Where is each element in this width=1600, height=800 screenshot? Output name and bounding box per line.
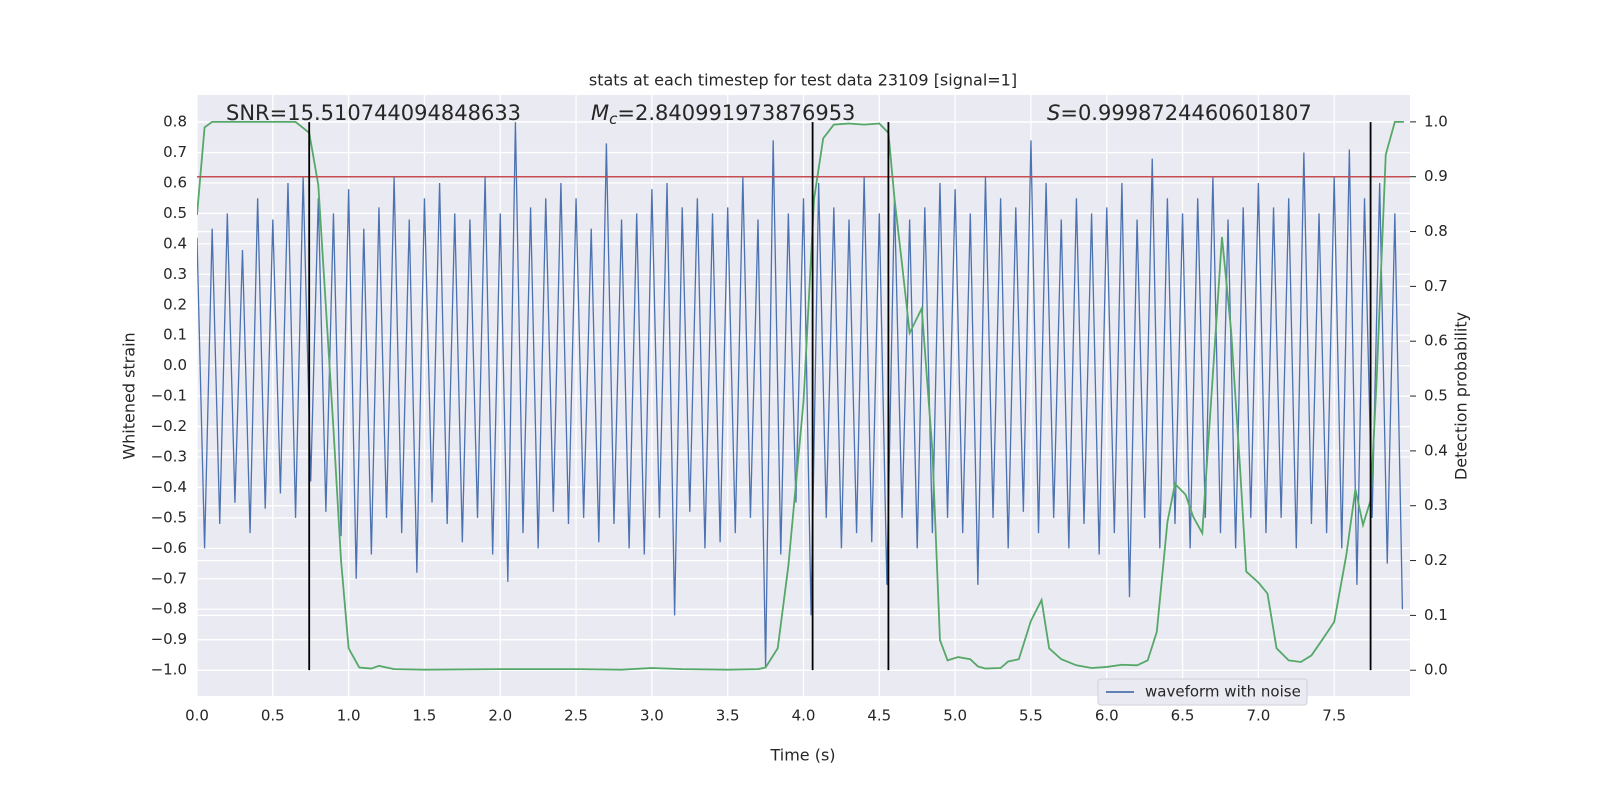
y-tick-label: −0.7: [151, 569, 187, 587]
y-tick-label: −0.2: [151, 417, 187, 435]
y-tick-label: 0.2: [163, 295, 187, 313]
y-tick-label: 0.0: [163, 356, 187, 374]
y2-tick-label: 0.5: [1424, 387, 1448, 405]
y-tick-label: 0.3: [163, 265, 187, 283]
y-tick-label: −0.4: [151, 478, 187, 496]
y2-tick-label: 0.1: [1424, 606, 1448, 624]
x-tick-label: 6.0: [1095, 707, 1119, 725]
x-tick-label: 7.0: [1246, 707, 1270, 725]
y2-tick-label: 0.4: [1424, 441, 1448, 459]
y2-tick-label: 0.8: [1424, 222, 1448, 240]
y-tick-label: 0.8: [163, 113, 187, 131]
annotation-symbol: S: [1047, 101, 1060, 125]
y2-tick-label: 0.0: [1424, 661, 1448, 679]
x-tick-label: 4.0: [792, 707, 816, 725]
y-tick-label: −0.3: [151, 448, 187, 466]
chart-title: stats at each timestep for test data 231…: [589, 71, 1017, 90]
y2-tick-label: 1.0: [1424, 112, 1448, 130]
y2-tick-label: 0.9: [1424, 167, 1448, 185]
annotation: SNR=15.510744094848633: [226, 101, 521, 125]
y2-tick-label: 0.7: [1424, 277, 1448, 295]
y-tick-label: 0.1: [163, 326, 187, 344]
y2-tick-label: 0.3: [1424, 496, 1448, 514]
annotation-text: =0.9998724460601807: [1060, 101, 1311, 125]
y-tick-label: −0.5: [151, 508, 187, 526]
x-tick-label: 6.5: [1171, 707, 1195, 725]
y-axis-label: Whitened strain: [120, 332, 139, 459]
annotation-text: =2.840991973876953: [617, 101, 855, 125]
x-tick-label: 5.0: [943, 707, 967, 725]
x-tick-label: 1.0: [337, 707, 361, 725]
y-tick-label: −1.0: [151, 661, 187, 679]
x-tick-label: 5.5: [1019, 707, 1043, 725]
x-tick-label: 2.0: [488, 707, 512, 725]
y-tick-label: −0.9: [151, 630, 187, 648]
x-tick-label: 2.5: [564, 707, 588, 725]
x-tick-label: 3.5: [716, 707, 740, 725]
y2-tick-label: 0.6: [1424, 332, 1448, 350]
y-tick-label: −0.8: [151, 600, 187, 618]
x-tick-label: 3.0: [640, 707, 664, 725]
x-tick-label: 1.5: [413, 707, 437, 725]
y-tick-label: 0.7: [163, 143, 187, 161]
annotation-symbol: M: [591, 101, 609, 125]
annotation-text: SNR=15.510744094848633: [226, 101, 521, 125]
y-tick-label: 0.5: [163, 204, 187, 222]
y-tick-label: 0.4: [163, 234, 187, 252]
series-line: [197, 120, 1404, 671]
x-tick-label: 7.5: [1322, 707, 1346, 725]
x-tick-label: 0.0: [185, 707, 209, 725]
series-line: [197, 122, 1404, 668]
annotation: Mc=2.840991973876953: [591, 101, 855, 128]
legend-box: [1097, 678, 1308, 706]
y2-axis-label: Detection probability: [1452, 312, 1471, 480]
y-tick-label: −0.6: [151, 539, 187, 557]
y-tick-label: 0.6: [163, 173, 187, 191]
annotation: S=0.9998724460601807: [1047, 101, 1312, 125]
x-tick-label: 0.5: [261, 707, 285, 725]
annotation-subscript: c: [609, 110, 618, 128]
y2-tick-label: 0.2: [1424, 551, 1448, 569]
x-tick-label: 4.5: [867, 707, 891, 725]
legend-label: waveform with noise: [1145, 683, 1301, 701]
y-tick-label: −0.1: [151, 387, 187, 405]
x-axis-label: Time (s): [769, 746, 835, 765]
